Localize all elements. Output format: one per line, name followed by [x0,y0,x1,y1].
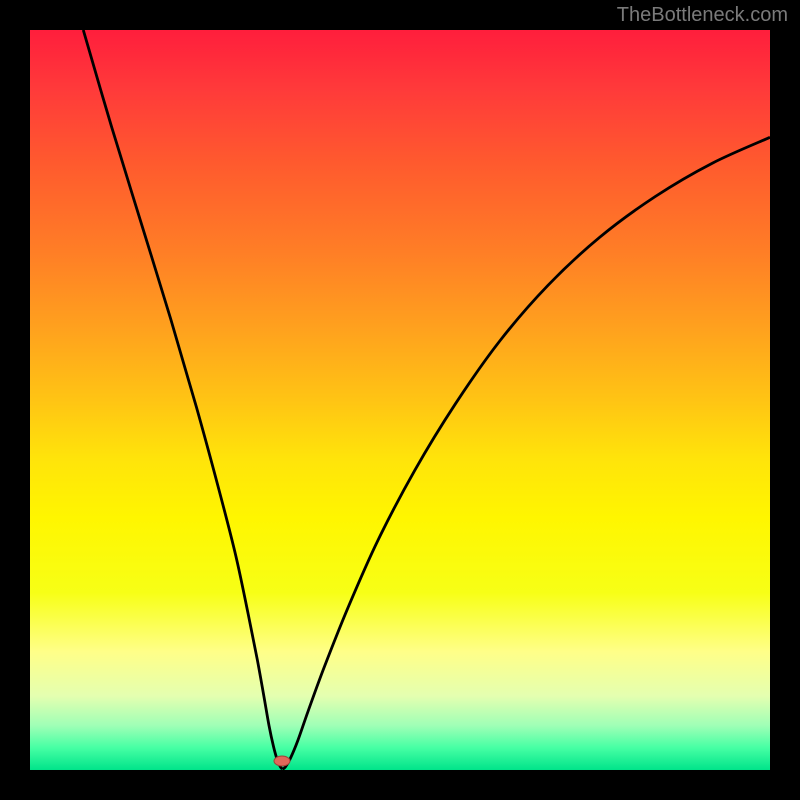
gradient-background [30,30,770,770]
attribution-text: TheBottleneck.com [617,4,788,27]
chart-svg [30,30,770,770]
plot-area [30,30,770,770]
minimum-marker [274,756,291,767]
